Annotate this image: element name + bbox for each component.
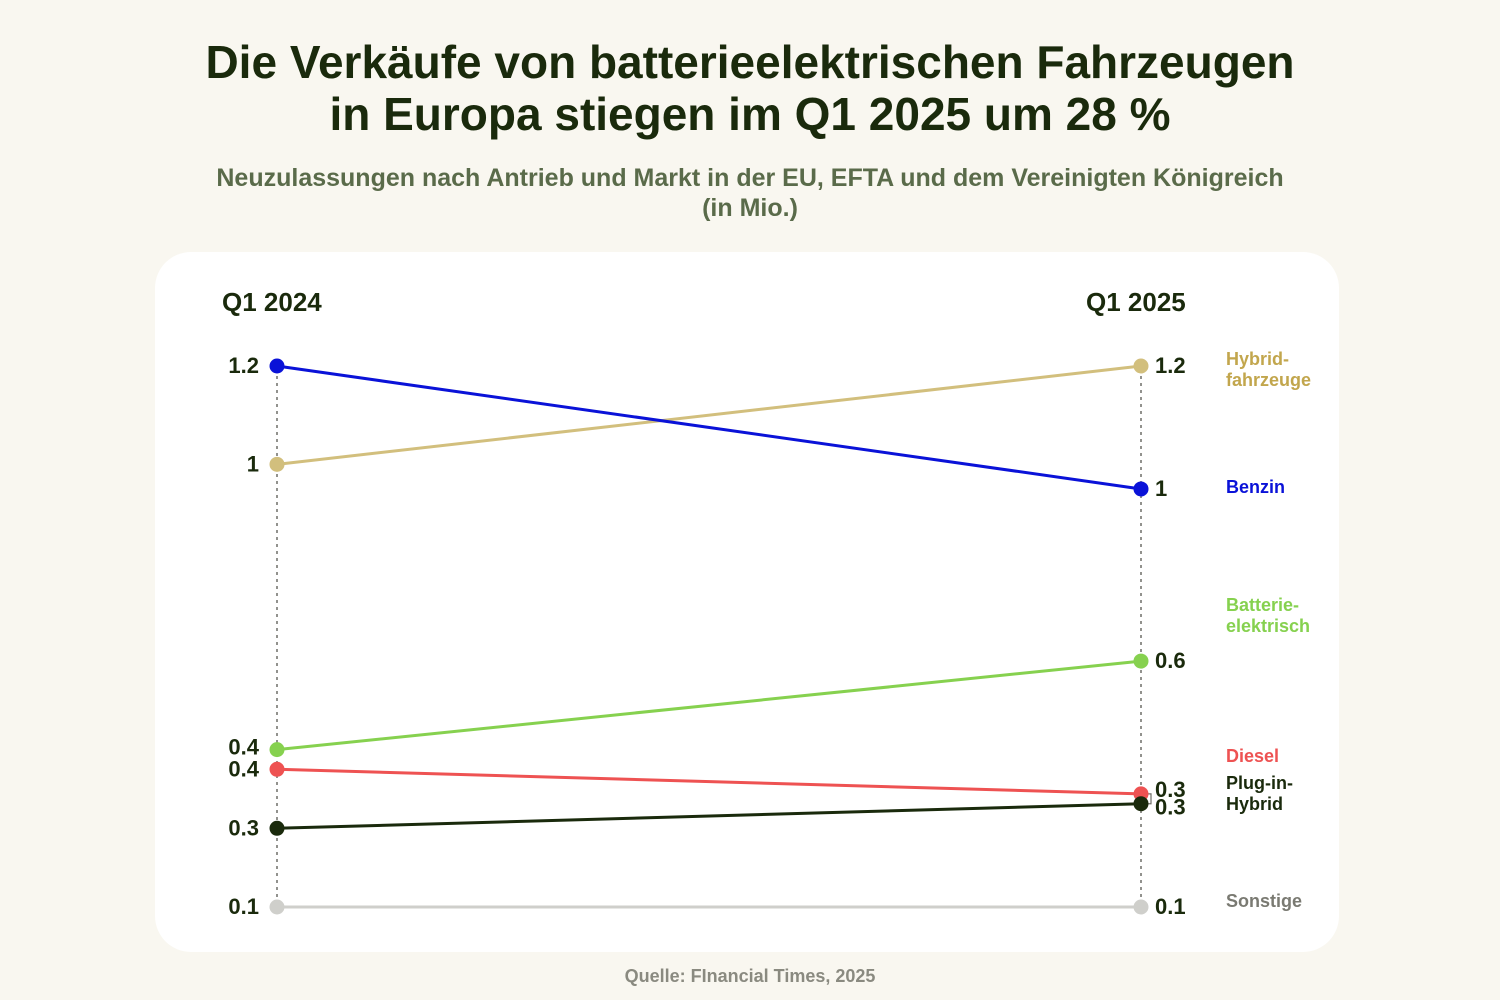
- value-label-sonstige-q1-2024: 0.1: [228, 894, 259, 919]
- point-hybridfahrzeuge-q1-2025: [1133, 358, 1149, 374]
- point-sonstige-q1-2025: [1133, 899, 1149, 915]
- series-label-line: Benzin: [1226, 477, 1285, 497]
- series-label-line: Hybrid-: [1226, 349, 1289, 369]
- value-label-batterieelektrisch-q1-2024: 0.4: [228, 735, 259, 760]
- line-plug-in-hybrid: [276, 802, 1142, 830]
- point-plug-in-hybrid-q1-2024: [269, 820, 285, 836]
- point-diesel-q1-2024: [269, 761, 285, 777]
- chart-subtitle: Neuzulassungen nach Antrieb und Markt in…: [216, 164, 1284, 222]
- value-label-benzin-q1-2025: 1: [1155, 476, 1167, 501]
- series-label-batterieelektrisch: Batterie-elektrisch: [1226, 595, 1310, 636]
- point-batterieelektrisch-q1-2024: [269, 742, 285, 758]
- series-label-line: elektrisch: [1226, 616, 1310, 636]
- value-label-diesel-q1-2024: 0.4: [228, 756, 259, 781]
- value-label-diesel-q1-2025: 0.3: [1155, 777, 1186, 802]
- source-note: Quelle: FInancial Times, 2025: [624, 966, 876, 986]
- series-label-hybridfahrzeuge: Hybrid-fahrzeuge: [1226, 349, 1311, 390]
- point-plug-in-hybrid-q1-2025: [1133, 796, 1149, 812]
- series-label-line: Batterie-: [1226, 595, 1299, 615]
- value-label-hybridfahrzeuge-q1-2024: 1: [247, 451, 259, 476]
- value-label-benzin-q1-2024: 1.2: [228, 353, 259, 378]
- point-sonstige-q1-2024: [269, 899, 285, 915]
- series-label-line: Sonstige: [1226, 891, 1302, 911]
- value-label-sonstige-q1-2025: 0.1: [1155, 894, 1186, 919]
- series-label-diesel: Diesel: [1226, 746, 1279, 766]
- series-label-line: Hybrid: [1226, 794, 1283, 814]
- value-label-batterieelektrisch-q1-2025: 0.6: [1155, 648, 1186, 673]
- line-benzin: [276, 364, 1142, 491]
- chart-title: Die Verkäufe von batterieelektrischen Fa…: [0, 36, 1500, 140]
- chart-card: Q1 2024 Q1 2025 1 1.2 Hybrid-fahrzeuge 1.2 1 Be…: [155, 252, 1339, 952]
- series-label-benzin: Benzin: [1226, 477, 1285, 497]
- point-benzin-q1-2025: [1133, 481, 1149, 497]
- series-label-plug-in-hybrid: Plug-in-Hybrid: [1226, 773, 1293, 814]
- line-batterieelektrisch: [276, 659, 1142, 752]
- value-label-plug-in-hybrid-q1-2024: 0.3: [228, 815, 259, 840]
- value-label-hybridfahrzeuge-q1-2025: 1.2: [1155, 353, 1186, 378]
- point-benzin-q1-2024: [269, 358, 285, 374]
- line-diesel: [276, 767, 1142, 796]
- series-label-sonstige: Sonstige: [1226, 891, 1302, 911]
- point-hybridfahrzeuge-q1-2024: [269, 456, 285, 472]
- value-label-plug-in-hybrid-q1-2025: 0.3: [1155, 795, 1186, 820]
- column-header-q1-2025: Q1 2025: [1086, 287, 1186, 317]
- series-label-line: Plug-in-: [1226, 773, 1293, 793]
- series-label-line: Diesel: [1226, 746, 1279, 766]
- point-batterieelektrisch-q1-2025: [1133, 653, 1149, 669]
- series-label-line: fahrzeuge: [1226, 370, 1311, 390]
- column-header-q1-2024: Q1 2024: [222, 287, 322, 317]
- line-hybridfahrzeuge: [276, 364, 1142, 466]
- chart-title-line-2: in Europa stiegen im Q1 2025 um 28 %: [329, 88, 1171, 140]
- slope-chart: Q1 2024 Q1 2025 1 1.2 Hybrid-fahrzeuge 1.2 1 Be…: [222, 287, 1311, 919]
- chart-title-line-1: Die Verkäufe von batterieelektrischen Fa…: [205, 36, 1295, 88]
